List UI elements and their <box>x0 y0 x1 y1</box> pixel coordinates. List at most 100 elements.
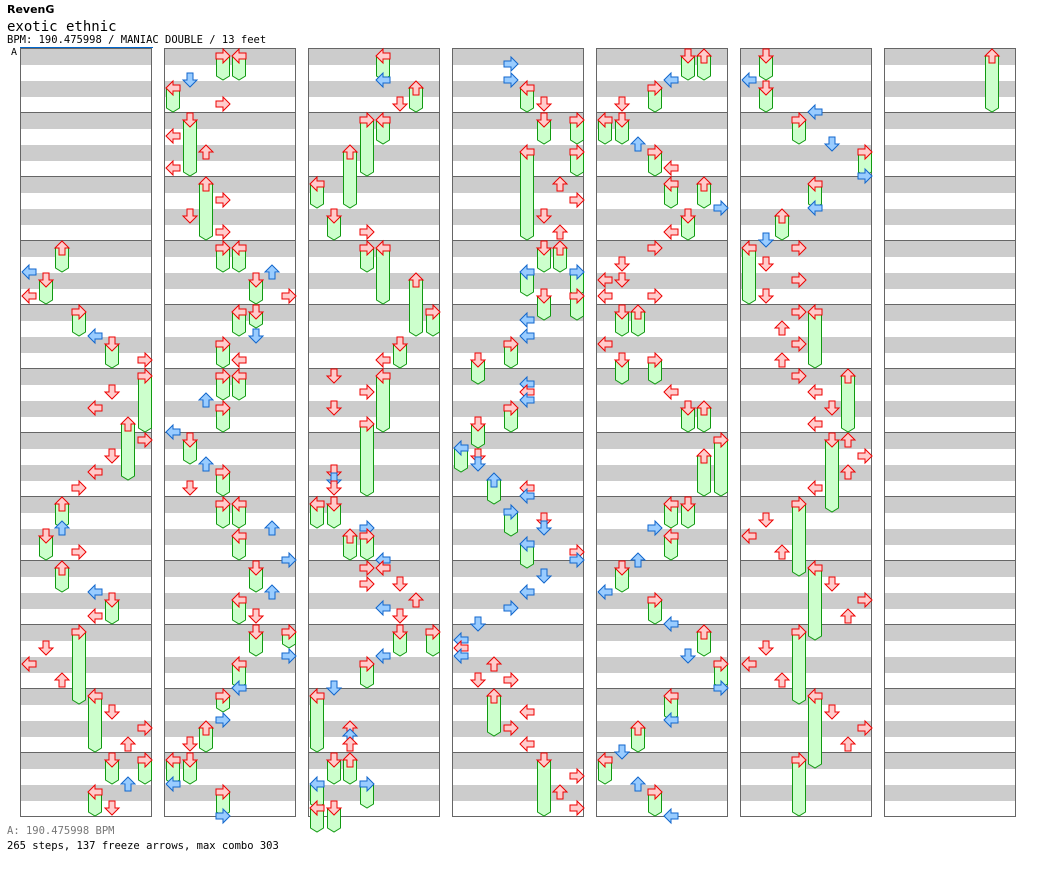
left-arrow-icon <box>21 263 37 281</box>
left-arrow-icon <box>519 487 535 505</box>
down-arrow-icon <box>823 432 840 448</box>
down-arrow-icon <box>181 432 198 448</box>
left-arrow-icon <box>807 103 823 121</box>
down-arrow-icon <box>679 400 696 416</box>
left-arrow-icon <box>165 775 181 793</box>
right-arrow-icon <box>215 367 231 385</box>
left-arrow-icon <box>663 383 679 401</box>
up-arrow-icon <box>695 176 713 192</box>
artist-name: RevenG <box>7 3 55 16</box>
up-arrow-icon <box>53 520 71 536</box>
up-arrow-icon <box>629 776 647 792</box>
freeze-body <box>71 631 86 705</box>
column-frame <box>740 48 872 817</box>
right-arrow-icon <box>215 191 231 209</box>
measure <box>740 752 872 816</box>
freeze-body <box>791 631 806 705</box>
left-arrow-icon <box>663 71 679 89</box>
right-arrow-icon <box>137 351 153 369</box>
column-frame <box>884 48 1016 817</box>
left-arrow-icon <box>663 223 679 241</box>
left-arrow-icon <box>807 199 823 217</box>
right-arrow-icon <box>215 239 231 257</box>
left-arrow-icon <box>87 687 103 705</box>
right-arrow-icon <box>791 271 807 289</box>
up-arrow-icon <box>839 464 857 480</box>
down-arrow-icon <box>391 576 408 592</box>
up-arrow-icon <box>263 264 281 280</box>
left-arrow-icon <box>519 79 535 97</box>
bpm-marker-line <box>20 47 153 48</box>
down-arrow-icon <box>613 256 630 272</box>
right-arrow-icon <box>215 463 231 481</box>
left-arrow-icon <box>231 303 247 321</box>
freeze-body <box>409 279 423 337</box>
right-arrow-icon <box>569 263 585 281</box>
freeze-body <box>137 375 152 433</box>
left-arrow-icon <box>375 71 391 89</box>
down-arrow-icon <box>757 640 774 656</box>
left-arrow-icon <box>741 239 757 257</box>
down-arrow-icon <box>391 608 408 624</box>
right-arrow-icon <box>503 503 519 521</box>
column-frame <box>452 48 584 817</box>
up-arrow-icon <box>695 448 713 464</box>
down-arrow-icon <box>391 336 408 352</box>
down-arrow-icon <box>469 352 486 368</box>
right-arrow-icon <box>857 167 873 185</box>
left-arrow-icon <box>87 327 103 345</box>
left-arrow-icon <box>663 495 679 513</box>
measure <box>20 176 152 240</box>
left-arrow-icon <box>663 159 679 177</box>
down-arrow-icon <box>247 328 264 344</box>
measure <box>884 240 1016 304</box>
down-arrow-icon <box>181 752 198 768</box>
freeze-body <box>376 247 390 305</box>
left-arrow-icon <box>663 711 679 729</box>
down-arrow-icon <box>181 480 198 496</box>
up-arrow-icon <box>773 544 791 560</box>
right-arrow-icon <box>791 239 807 257</box>
left-arrow-icon <box>519 143 535 161</box>
right-arrow-icon <box>713 679 729 697</box>
down-arrow-icon <box>823 136 840 152</box>
down-arrow-icon <box>181 112 198 128</box>
up-arrow-icon <box>197 176 215 192</box>
right-arrow-icon <box>215 807 231 825</box>
column-frame <box>20 48 152 817</box>
left-arrow-icon <box>231 239 247 257</box>
right-arrow-icon <box>215 223 231 241</box>
up-arrow-icon <box>53 240 71 256</box>
freeze-body <box>343 151 357 209</box>
left-arrow-icon <box>663 687 679 705</box>
left-arrow-icon <box>663 175 679 193</box>
measure <box>884 112 1016 176</box>
down-arrow-icon <box>535 112 552 128</box>
up-arrow-icon <box>341 736 359 752</box>
measure <box>164 624 296 688</box>
left-arrow-icon <box>375 599 391 617</box>
chart-column <box>452 48 585 817</box>
freeze-body <box>791 503 806 577</box>
right-arrow-icon <box>359 239 375 257</box>
left-arrow-icon <box>165 79 181 97</box>
up-arrow-icon <box>485 656 503 672</box>
right-arrow-icon <box>857 447 873 465</box>
down-arrow-icon <box>535 752 552 768</box>
freeze-body <box>808 695 822 769</box>
freeze-body <box>520 151 534 241</box>
left-arrow-icon <box>87 783 103 801</box>
up-arrow-icon <box>839 368 857 384</box>
chart-column <box>884 48 1016 817</box>
up-arrow-icon <box>197 144 215 160</box>
down-arrow-icon <box>679 208 696 224</box>
right-arrow-icon <box>359 655 375 673</box>
up-arrow-icon <box>983 48 1001 64</box>
right-arrow-icon <box>791 335 807 353</box>
measure <box>452 752 584 816</box>
right-arrow-icon <box>647 519 663 537</box>
right-arrow-icon <box>137 751 153 769</box>
left-arrow-icon <box>309 799 325 817</box>
freeze-body <box>376 375 390 433</box>
down-arrow-icon <box>181 736 198 752</box>
